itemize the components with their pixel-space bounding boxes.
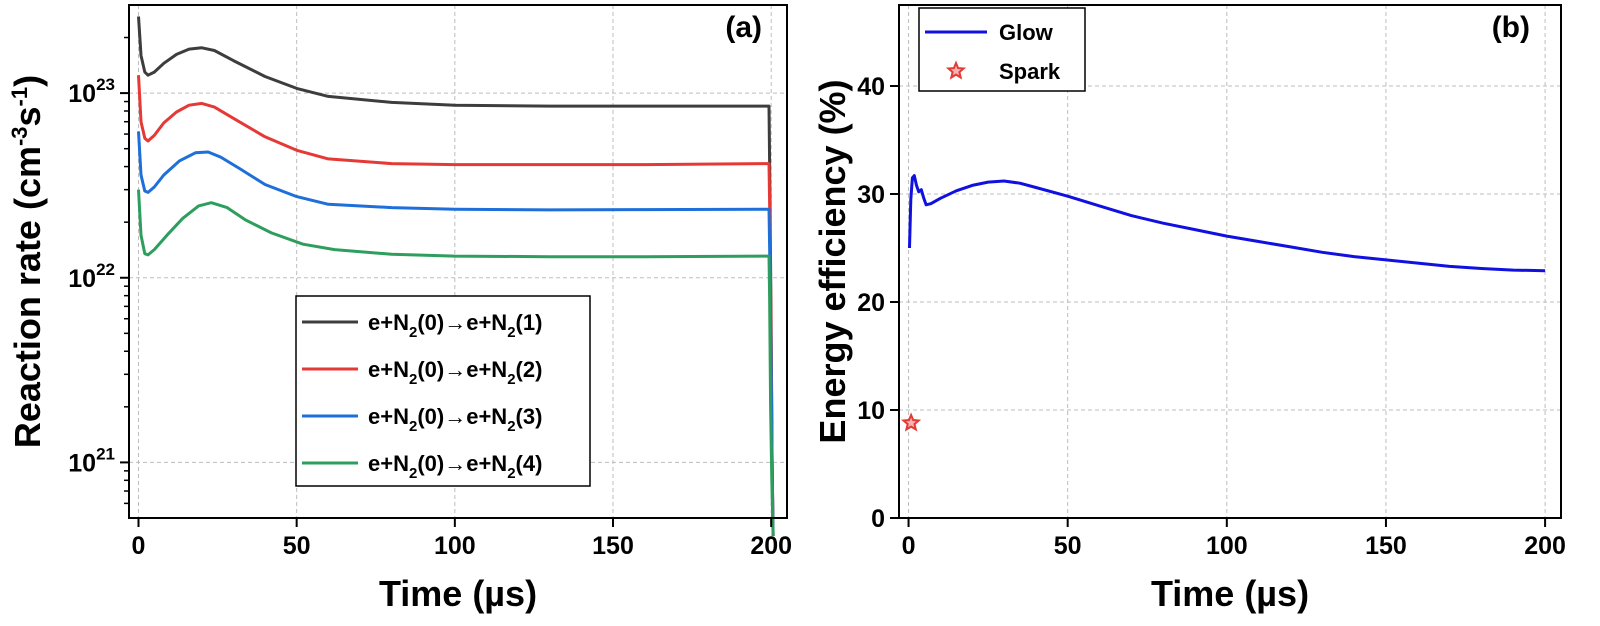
y-tick-label: 40 (857, 73, 885, 101)
legend-label: e+N2(0)→e+N2(3) (368, 404, 542, 435)
x-axis-title: Time (µs) (1151, 573, 1309, 614)
legend-subscript: 2 (409, 465, 417, 482)
x-tick-label: 150 (1365, 532, 1407, 560)
x-axis-title: Time (µs) (379, 573, 537, 614)
y-tick-label: 10 (857, 397, 885, 425)
legend-label: e+N2(0)→e+N2(2) (368, 357, 542, 388)
legend-text-part: (3) (516, 404, 543, 429)
legend-subscript: 2 (409, 371, 417, 388)
y-title-part: Reaction rate (cm (7, 146, 48, 448)
series-line-3 (137, 131, 775, 536)
spark-star-point (901, 412, 922, 432)
y-tick-exponent: 22 (96, 260, 115, 279)
legend-subscript: 2 (409, 418, 417, 435)
legend-text-part: e+N (368, 357, 409, 382)
y-title-superscript: -3 (7, 126, 32, 146)
legend-label-glow: Glow (999, 20, 1054, 45)
series-line-2 (137, 75, 775, 536)
y-tick-label: 1023 (68, 75, 115, 108)
x-tick-label: 0 (902, 532, 916, 560)
legend-text-part: (0)→e+N (417, 451, 507, 476)
panel-label: (b) (1492, 11, 1530, 44)
x-tick-label: 100 (1206, 532, 1248, 560)
legend-text-part: (4) (516, 451, 543, 476)
legend-label: e+N2(0)→e+N2(4) (368, 451, 542, 482)
y-tick-base: 10 (68, 80, 96, 108)
legend-text-part: (0)→e+N (417, 357, 507, 382)
y-title-part: s (7, 106, 48, 126)
legend-label-spark: Spark (999, 59, 1061, 84)
legend-subscript: 2 (507, 418, 515, 435)
legend-label: e+N2(0)→e+N2(1) (368, 310, 542, 341)
y-tick-label: 20 (857, 289, 885, 317)
legend-text-part: (1) (516, 310, 543, 335)
x-tick-label: 150 (592, 532, 634, 560)
plot-frame (898, 4, 1562, 519)
y-tick-label: 1021 (68, 444, 115, 477)
chart-panel-b: 0 50 100 150 200 0 10 20 30 40 Time (µs) Energy eff… (812, 4, 1566, 614)
panel-label: (a) (725, 11, 762, 44)
x-tick-label: 50 (283, 532, 311, 560)
y-axis-title: Reaction rate (cm-3s-1) (7, 75, 48, 448)
x-tick-label: 50 (1054, 532, 1082, 560)
legend-text-part: e+N (368, 451, 409, 476)
legend-box (918, 7, 1086, 92)
legend-text-part: e+N (368, 310, 409, 335)
series-line-4 (137, 189, 775, 536)
legend-box (295, 295, 591, 487)
legend-text-part: e+N (368, 404, 409, 429)
y-tick-exponent: 21 (96, 444, 115, 463)
legend-subscript: 2 (507, 324, 515, 341)
legend-swatch-spark-star (945, 60, 967, 80)
y-tick-base: 10 (68, 265, 96, 293)
legend-text-part: (0)→e+N (417, 404, 507, 429)
series-line-1 (137, 16, 775, 536)
x-tick-label: 0 (132, 532, 146, 560)
y-tick-label: 0 (871, 505, 885, 533)
legend-subscript: 2 (507, 371, 515, 388)
legend-text-part: (2) (516, 357, 543, 382)
legend-subscript: 2 (409, 324, 417, 341)
y-tick-base: 10 (68, 449, 96, 477)
x-tick-label: 100 (434, 532, 476, 560)
series-line-1 (908, 174, 1546, 273)
plot-frame (128, 4, 788, 519)
y-tick-label: 30 (857, 181, 885, 209)
x-tick-label: 200 (750, 532, 792, 560)
y-tick-label: 1022 (68, 260, 115, 293)
y-title-superscript: -1 (7, 87, 32, 107)
legend-subscript: 2 (507, 465, 515, 482)
x-tick-label: 200 (1524, 532, 1566, 560)
y-title-part: ) (7, 75, 48, 87)
y-axis-title: Energy efficiency (%) (812, 79, 853, 443)
legend-text-part: (0)→e+N (417, 310, 507, 335)
y-tick-exponent: 23 (96, 75, 115, 94)
